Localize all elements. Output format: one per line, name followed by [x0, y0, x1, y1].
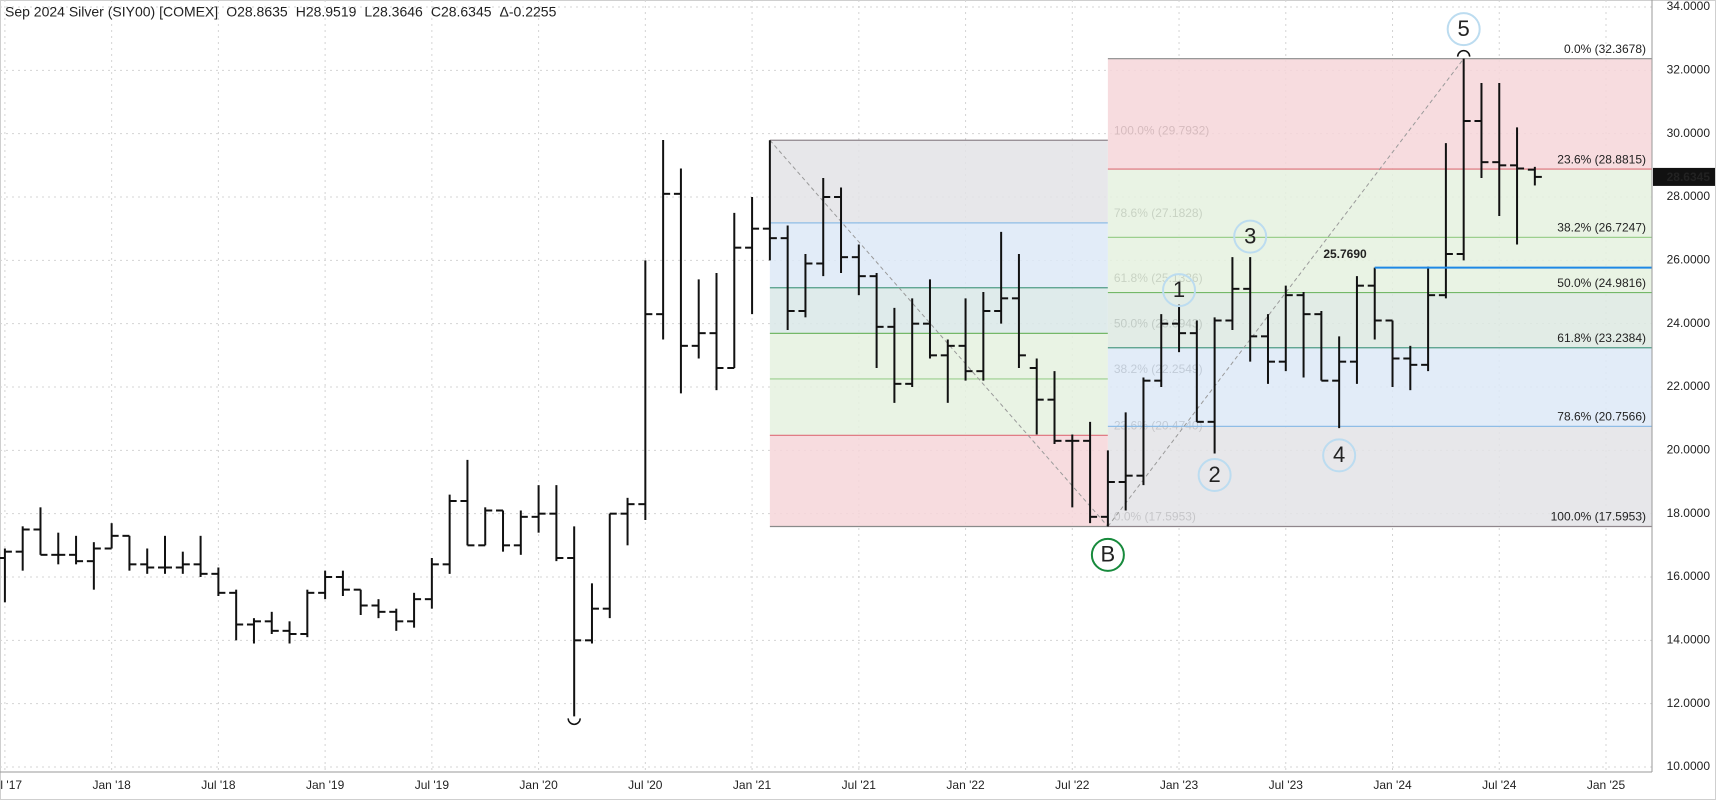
wave-label: B — [1101, 542, 1116, 567]
fib-layer: 100.0% (29.7932)78.6% (27.1828)61.8% (25… — [769, 42, 1652, 528]
x-tick-label: Jan '23 — [1160, 778, 1199, 792]
resistance-label: 25.7690 — [1323, 247, 1367, 261]
x-tick-label: Jan '19 — [306, 778, 345, 792]
x-tick-label: Jul '18 — [201, 778, 236, 792]
bars-layer — [0, 58, 1542, 717]
y-tick-label: 22.0000 — [1667, 379, 1711, 393]
y-tick-label: 28.0000 — [1667, 189, 1711, 203]
wave-circle — [1090, 537, 1125, 572]
quote-value: L28.3646 — [364, 4, 423, 20]
wave-circle — [1233, 219, 1268, 254]
fib-band — [769, 140, 1108, 223]
y-tick-label: 34.0000 — [1667, 0, 1711, 13]
wave-label: 4 — [1333, 442, 1345, 467]
x-tick-label: Jul '21 — [842, 778, 877, 792]
fib-label: 23.6% (28.8815) — [1557, 152, 1646, 166]
fib-band — [769, 435, 1108, 527]
x-tick-label: Jan '25 — [1587, 778, 1626, 792]
wave-circle — [1197, 458, 1232, 493]
y-tick-label: 16.0000 — [1667, 569, 1711, 583]
x-tick-label: Jan '22 — [946, 778, 985, 792]
y-tick-label: 12.0000 — [1667, 696, 1711, 710]
fib-band — [769, 378, 1108, 436]
y-tick-label: 32.0000 — [1667, 63, 1711, 77]
y-tick-label: 26.0000 — [1667, 253, 1711, 267]
y-tick-label: 18.0000 — [1667, 506, 1711, 520]
x-tick-label: Jul '17 — [0, 778, 22, 792]
x-tick-label: Jan '24 — [1373, 778, 1412, 792]
quote-value: H28.9519 — [296, 4, 357, 20]
low-marker — [567, 718, 581, 726]
fib-label: 61.8% (23.2384) — [1557, 331, 1646, 345]
wave-label: 5 — [1458, 16, 1470, 41]
fib-band — [1107, 237, 1652, 293]
wave-label: 2 — [1208, 462, 1220, 487]
fib-band — [769, 333, 1108, 379]
x-tick-label: Jul '24 — [1482, 778, 1517, 792]
y-tick-label: 20.0000 — [1667, 443, 1711, 457]
y-tick-label: 24.0000 — [1667, 316, 1711, 330]
x-tick-label: Jan '21 — [733, 778, 772, 792]
fib-label: 38.2% (26.7247) — [1557, 221, 1646, 235]
annotation-layer: 25.7690 B 1 2 3 4 5 — [567, 12, 1652, 726]
fib-band — [769, 222, 1108, 288]
wave-circle — [1322, 438, 1357, 473]
fib-band — [769, 287, 1108, 334]
last-price-tag — [1653, 167, 1715, 186]
fib-label: 78.6% (20.7566) — [1557, 410, 1646, 424]
x-tick-label: Jul '19 — [415, 778, 450, 792]
wave-label: 3 — [1244, 223, 1256, 248]
quote-value: C28.6345 — [431, 4, 492, 20]
x-tick-label: Jul '20 — [628, 778, 663, 792]
x-tick-label: Jan '18 — [92, 778, 131, 792]
header: Sep 2024 Silver (SIY00) [COMEX] O28.8635… — [5, 4, 557, 20]
x-tick-label: Jul '22 — [1055, 778, 1090, 792]
y-tick-label: 14.0000 — [1667, 633, 1711, 647]
high-marker — [1456, 49, 1471, 57]
last-price-label: 28.6345 — [1667, 170, 1711, 184]
fib-band — [1107, 347, 1652, 427]
x-tick-label: Jan '20 — [519, 778, 558, 792]
chart-title: Sep 2024 Silver (SIY00) [COMEX] — [5, 4, 218, 20]
x-tick-label: Jul '23 — [1269, 778, 1304, 792]
wave-label: 1 — [1173, 277, 1185, 302]
wave-circle — [1446, 12, 1481, 47]
fib-label: 0.0% (32.3678) — [1564, 42, 1646, 56]
fib-label: 100.0% (17.5953) — [1551, 510, 1646, 524]
y-tick-label: 30.0000 — [1667, 126, 1711, 140]
fib-band — [1107, 169, 1652, 238]
fib-band — [1107, 58, 1652, 170]
y-tick-label: 10.0000 — [1667, 759, 1711, 773]
wave-circle — [1162, 273, 1197, 308]
quote-value: Δ-0.2255 — [500, 4, 557, 20]
fib-trend-line — [769, 139, 1109, 527]
quote-value: O28.8635 — [226, 4, 288, 20]
fib-label: 50.0% (24.9816) — [1557, 276, 1646, 290]
